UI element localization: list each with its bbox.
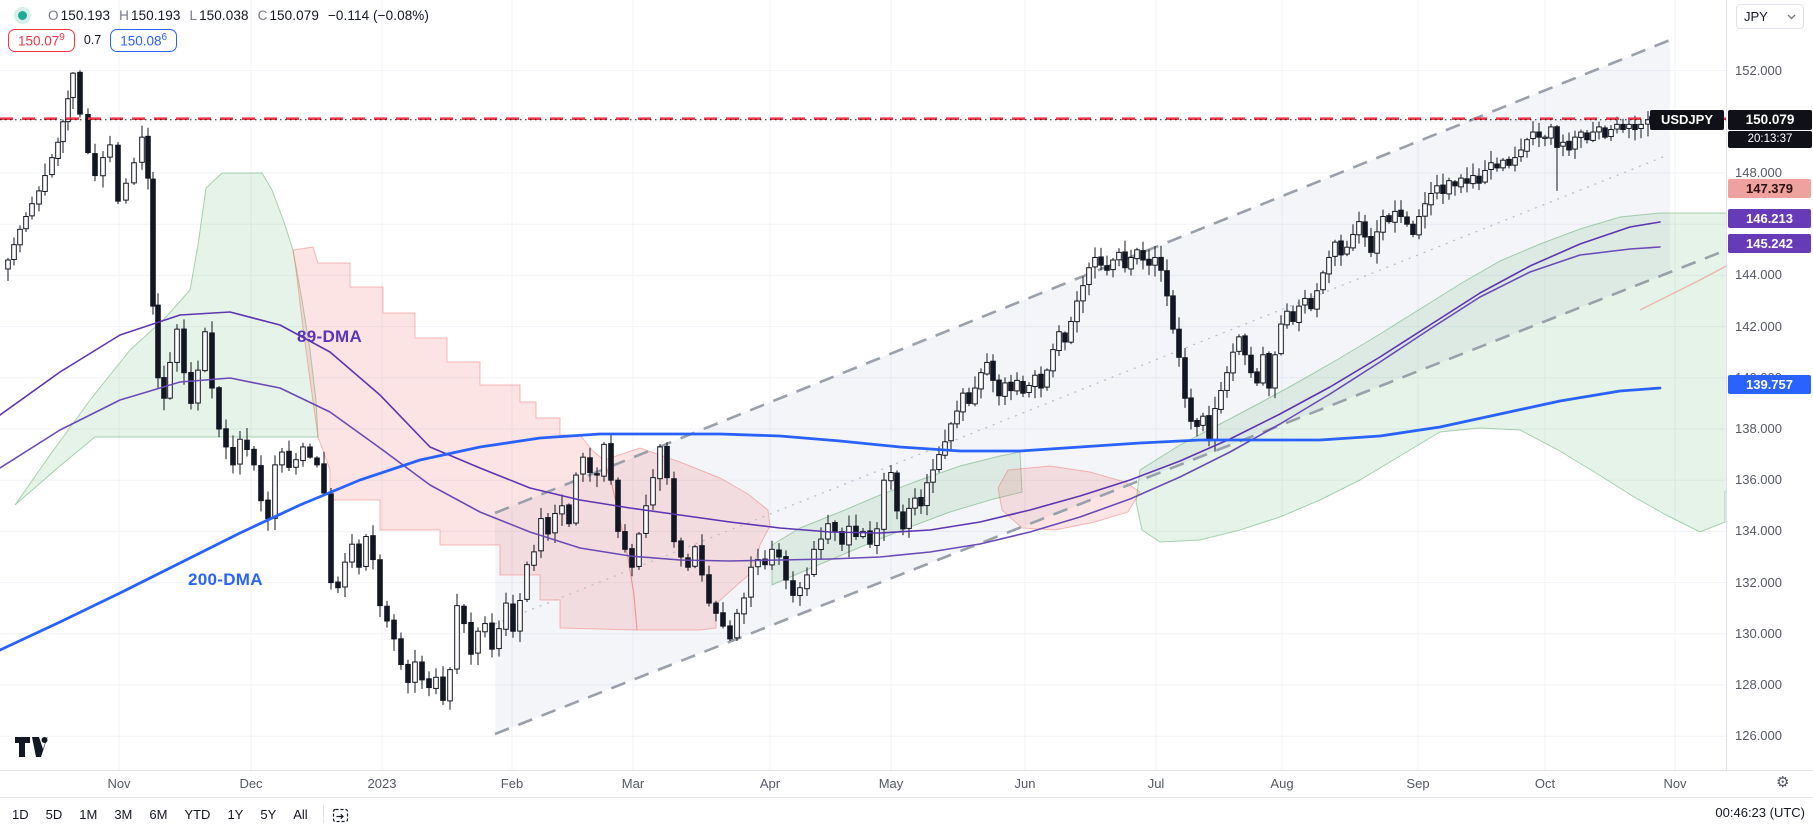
month-label[interactable]: Feb	[500, 776, 524, 791]
ma89-annotation: 89-DMA	[297, 327, 363, 346]
bar-countdown-badge: 20:13:37	[1728, 130, 1812, 148]
bottom-toolbar: 1D 5D 1M 3M 6M YTD 1Y 5Y All 00:46:23 (U…	[0, 798, 1813, 830]
ichimoku-span-line	[1639, 264, 1728, 311]
month-label[interactable]: Nov	[107, 776, 131, 791]
close-label: C	[257, 7, 268, 23]
range-1y[interactable]: 1Y	[227, 806, 244, 822]
market-open-status-icon	[18, 10, 27, 20]
price-axis-label: 136.000	[1735, 472, 1782, 488]
range-5d[interactable]: 5D	[45, 806, 63, 822]
price-axis-label: 126.000	[1735, 728, 1782, 744]
month-label[interactable]: Apr	[759, 776, 781, 791]
price-axis-label: 148.000	[1735, 165, 1782, 180]
symbol-legend: O 150.193 H 150.193 L 150.038 C 150.079 −0.114 (…	[0, 4, 438, 26]
month-label[interactable]: Mar	[621, 776, 645, 791]
range-ytd[interactable]: YTD	[184, 806, 211, 822]
range-5y[interactable]: 5Y	[260, 806, 277, 822]
price-axis-label: 138.000	[1735, 421, 1782, 436]
price-axis-separator	[1726, 0, 1727, 770]
gear-icon[interactable]: ⚙	[1776, 774, 1790, 791]
last-price-badge: 150.079	[1728, 109, 1812, 130]
tradingview-logo[interactable]	[14, 735, 48, 759]
ma-slow-price-label: 145.242	[1728, 234, 1811, 254]
month-label[interactable]: Aug	[1270, 776, 1294, 791]
month-label[interactable]: Jun	[1014, 776, 1036, 791]
sell-button[interactable]: 150.079	[8, 29, 75, 52]
range-all[interactable]: All	[293, 806, 308, 822]
month-label[interactable]: May	[878, 776, 904, 791]
ichimoku-cloud-pink	[292, 246, 638, 631]
change-value: −0.114 (−0.08%)	[327, 7, 430, 23]
price-axis-label: 134.000	[1735, 523, 1782, 539]
currency-dropdown-value: JPY	[1744, 9, 1768, 24]
range-1m[interactable]: 1M	[79, 806, 98, 822]
ichimoku-cloud-pink	[603, 447, 771, 631]
month-label[interactable]: Sep	[1406, 776, 1430, 791]
price-axis-label: 130.000	[1735, 625, 1782, 641]
ma200-annotation: 200-DMA	[188, 570, 263, 589]
channel-lower-line	[494, 247, 1728, 736]
month-label[interactable]: Jul	[1147, 776, 1165, 791]
currency-dropdown[interactable]: JPY	[1736, 4, 1804, 29]
toolbar-divider	[322, 805, 324, 823]
month-label[interactable]: Dec	[239, 776, 263, 791]
ohlc-legend: O 150.193 H 150.193 L 150.038 C 150.079 −0.114 (…	[48, 8, 438, 23]
ichimoku-cloud-pink	[997, 465, 1141, 531]
chevron-down-icon	[1787, 14, 1796, 19]
range-1d[interactable]: 1D	[12, 806, 29, 822]
month-label[interactable]: Oct	[1534, 776, 1556, 791]
price-axis-label: 128.000	[1735, 677, 1782, 692]
ichimoku-cloud-green	[1135, 212, 1728, 543]
ask-price: 150.08	[120, 33, 162, 49]
price-axis-label: 132.000	[1735, 574, 1782, 590]
price-axis-label: 144.000	[1735, 267, 1782, 283]
open-value: 150.193	[60, 7, 111, 23]
ma200-price-label: 139.757	[1728, 374, 1811, 394]
chart-canvas[interactable]	[0, 0, 1813, 770]
time-axis[interactable]: Nov Dec 2023 Feb Mar Apr May Jun Jul Aug Sep Oct Nov	[0, 771, 1813, 797]
price-axis-label: 152.000	[1735, 62, 1782, 78]
month-label[interactable]: Nov	[1663, 776, 1687, 791]
bid-ask-row: 150.079 0.7 150.086	[8, 29, 178, 52]
bid-price: 150.07	[18, 33, 60, 49]
ma89-price-label: 146.213	[1728, 209, 1811, 229]
low-value: 150.038	[199, 7, 249, 23]
close-value: 150.079	[269, 7, 319, 23]
symbol-name-badge: USDJPY	[1650, 109, 1724, 130]
month-label[interactable]: 2023	[367, 776, 397, 791]
plot-area	[0, 0, 1728, 770]
bid-price-fraction: 9	[59, 32, 65, 43]
ask-price-fraction: 6	[161, 32, 168, 43]
range-6m[interactable]: 6M	[149, 806, 168, 822]
ichimoku-span-label: 147.379	[1728, 179, 1811, 199]
go-to-date-icon[interactable]	[332, 807, 349, 824]
utc-clock[interactable]: 00:46:23 (UTC)	[1715, 805, 1805, 820]
high-value: 150.193	[130, 7, 181, 23]
ichimoku-cloud-green	[14, 172, 319, 506]
low-label: L	[189, 7, 198, 23]
buy-button[interactable]: 150.086	[110, 29, 178, 52]
open-label: O	[48, 7, 59, 23]
ma-slow-line	[0, 246, 1661, 562]
high-label: H	[119, 7, 129, 23]
range-3m[interactable]: 3M	[114, 806, 133, 822]
ma89-line	[0, 221, 1661, 534]
price-axis-label: 142.000	[1735, 318, 1782, 334]
spread-value: 0.7	[83, 33, 102, 48]
ma200-line	[0, 386, 1662, 652]
time-axis-separator	[0, 770, 1813, 771]
toolbar-separator	[0, 797, 1813, 798]
